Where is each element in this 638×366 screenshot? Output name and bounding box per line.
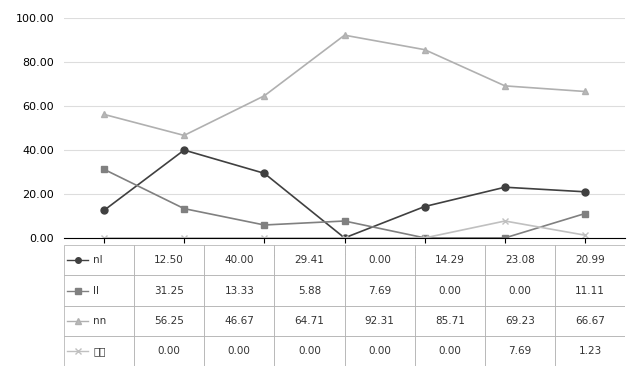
FancyBboxPatch shape	[415, 336, 485, 366]
Text: 기타: 기타	[93, 346, 106, 356]
FancyBboxPatch shape	[274, 336, 345, 366]
FancyBboxPatch shape	[345, 336, 415, 366]
Text: 64.71: 64.71	[295, 316, 324, 326]
FancyBboxPatch shape	[134, 306, 204, 336]
Text: 0.00: 0.00	[368, 346, 391, 356]
FancyBboxPatch shape	[485, 275, 555, 306]
FancyBboxPatch shape	[345, 306, 415, 336]
FancyBboxPatch shape	[345, 275, 415, 306]
Text: 0.00: 0.00	[368, 255, 391, 265]
Text: 56.25: 56.25	[154, 316, 184, 326]
Text: 46.67: 46.67	[225, 316, 254, 326]
FancyBboxPatch shape	[485, 336, 555, 366]
FancyBboxPatch shape	[555, 275, 625, 306]
FancyBboxPatch shape	[274, 245, 345, 275]
Text: 14.29: 14.29	[435, 255, 464, 265]
Text: 12.50: 12.50	[154, 255, 184, 265]
FancyBboxPatch shape	[485, 245, 555, 275]
Text: 0.00: 0.00	[228, 346, 251, 356]
FancyBboxPatch shape	[134, 336, 204, 366]
Text: 7.69: 7.69	[508, 346, 531, 356]
FancyBboxPatch shape	[204, 245, 274, 275]
Text: nn: nn	[93, 316, 107, 326]
Text: 13.33: 13.33	[225, 285, 254, 295]
Text: 20.99: 20.99	[575, 255, 605, 265]
FancyBboxPatch shape	[134, 275, 204, 306]
FancyBboxPatch shape	[415, 306, 485, 336]
FancyBboxPatch shape	[204, 306, 274, 336]
FancyBboxPatch shape	[345, 245, 415, 275]
FancyBboxPatch shape	[485, 306, 555, 336]
FancyBboxPatch shape	[415, 245, 485, 275]
FancyBboxPatch shape	[64, 245, 134, 275]
FancyBboxPatch shape	[204, 275, 274, 306]
Text: 7.69: 7.69	[368, 285, 391, 295]
Text: 0.00: 0.00	[438, 346, 461, 356]
Text: 0.00: 0.00	[298, 346, 321, 356]
FancyBboxPatch shape	[555, 336, 625, 366]
Text: ll: ll	[93, 285, 100, 295]
Text: 5.88: 5.88	[298, 285, 321, 295]
Text: 29.41: 29.41	[295, 255, 324, 265]
Text: nl: nl	[93, 255, 103, 265]
Text: 23.08: 23.08	[505, 255, 535, 265]
Text: 0.00: 0.00	[158, 346, 181, 356]
Text: 31.25: 31.25	[154, 285, 184, 295]
FancyBboxPatch shape	[274, 306, 345, 336]
FancyBboxPatch shape	[555, 306, 625, 336]
FancyBboxPatch shape	[204, 336, 274, 366]
FancyBboxPatch shape	[64, 306, 134, 336]
Text: 0.00: 0.00	[438, 285, 461, 295]
Text: 0.00: 0.00	[508, 285, 531, 295]
Text: 66.67: 66.67	[575, 316, 605, 326]
Text: 1.23: 1.23	[579, 346, 602, 356]
Text: 85.71: 85.71	[435, 316, 464, 326]
FancyBboxPatch shape	[274, 275, 345, 306]
FancyBboxPatch shape	[134, 245, 204, 275]
FancyBboxPatch shape	[64, 275, 134, 306]
Text: 40.00: 40.00	[225, 255, 254, 265]
Text: 92.31: 92.31	[365, 316, 394, 326]
FancyBboxPatch shape	[415, 275, 485, 306]
Text: 11.11: 11.11	[575, 285, 605, 295]
FancyBboxPatch shape	[64, 336, 134, 366]
Text: 69.23: 69.23	[505, 316, 535, 326]
FancyBboxPatch shape	[555, 245, 625, 275]
